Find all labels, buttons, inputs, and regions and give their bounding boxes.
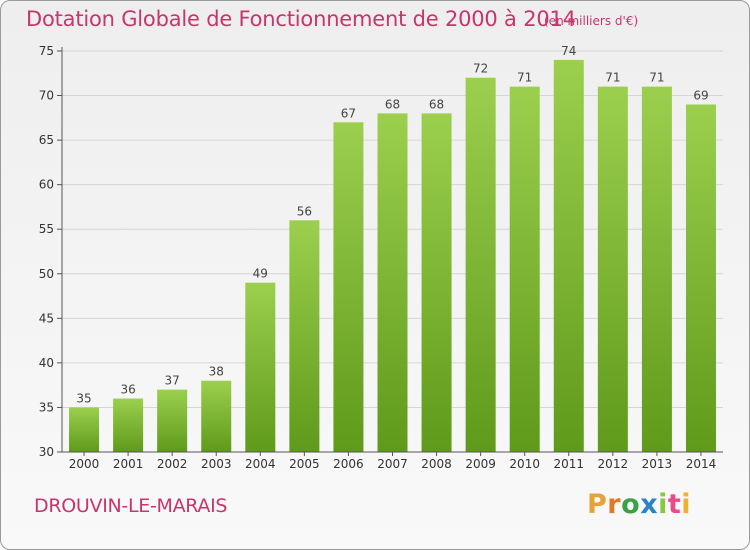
value-label-2004: 49 bbox=[253, 267, 268, 281]
bar-2002 bbox=[157, 389, 188, 452]
y-tick-label: 65 bbox=[39, 133, 54, 147]
commune-name: DROUVIN-LE-MARAIS bbox=[34, 495, 228, 517]
bar-2011 bbox=[553, 59, 584, 453]
value-label-2013: 71 bbox=[649, 71, 664, 85]
proxiti-logo: Proxiti bbox=[587, 489, 692, 520]
bar-2014 bbox=[685, 104, 716, 452]
x-tick-label-2003: 2003 bbox=[201, 457, 232, 471]
x-tick-label-2013: 2013 bbox=[642, 457, 673, 471]
x-tick-label-2007: 2007 bbox=[377, 457, 408, 471]
chart-title: Dotation Globale de Fonctionnement de 20… bbox=[26, 7, 576, 31]
chart-unit: (en milliers d'€) bbox=[544, 14, 639, 28]
value-label-2014: 69 bbox=[693, 88, 708, 102]
bar-2000 bbox=[69, 407, 100, 452]
x-tick-label-2009: 2009 bbox=[465, 457, 496, 471]
x-tick-label-2011: 2011 bbox=[553, 457, 584, 471]
value-label-2009: 72 bbox=[473, 62, 488, 76]
bar-2007 bbox=[377, 113, 408, 452]
y-tick-label: 60 bbox=[39, 178, 54, 192]
y-tick-label: 30 bbox=[39, 445, 54, 459]
value-label-2000: 35 bbox=[76, 391, 91, 405]
bar-2013 bbox=[641, 86, 672, 453]
y-tick-label: 35 bbox=[39, 400, 54, 414]
value-label-2010: 71 bbox=[517, 71, 532, 85]
y-tick-label: 75 bbox=[39, 44, 54, 58]
bar-2005 bbox=[289, 220, 320, 452]
bar-2012 bbox=[597, 86, 628, 453]
value-label-2012: 71 bbox=[605, 71, 620, 85]
y-tick-label: 50 bbox=[39, 267, 54, 281]
x-tick-label-2008: 2008 bbox=[421, 457, 452, 471]
x-tick-label-2014: 2014 bbox=[686, 457, 717, 471]
bar-2009 bbox=[465, 77, 496, 452]
value-label-2005: 56 bbox=[297, 204, 312, 218]
x-tick-label-2012: 2012 bbox=[598, 457, 629, 471]
value-label-2007: 68 bbox=[385, 97, 400, 111]
bar-2004 bbox=[245, 282, 276, 452]
x-tick-label-2006: 2006 bbox=[333, 457, 364, 471]
value-label-2008: 68 bbox=[429, 97, 444, 111]
bar-2006 bbox=[333, 122, 364, 453]
y-tick-label: 45 bbox=[39, 311, 54, 325]
x-tick-label-2005: 2005 bbox=[289, 457, 320, 471]
bar-2003 bbox=[201, 380, 232, 452]
y-tick-label: 55 bbox=[39, 222, 54, 236]
y-tick-label: 40 bbox=[39, 356, 54, 370]
value-label-2011: 74 bbox=[561, 44, 576, 58]
value-label-2003: 38 bbox=[209, 365, 224, 379]
x-tick-label-2010: 2010 bbox=[509, 457, 540, 471]
y-tick-label: 70 bbox=[39, 89, 54, 103]
x-tick-label-2001: 2001 bbox=[113, 457, 144, 471]
value-label-2006: 67 bbox=[341, 106, 356, 120]
bar-2010 bbox=[509, 86, 540, 453]
value-label-2002: 37 bbox=[165, 374, 180, 388]
x-tick-label-2004: 2004 bbox=[245, 457, 276, 471]
bar-2008 bbox=[421, 113, 452, 452]
x-tick-label-2002: 2002 bbox=[157, 457, 188, 471]
bar-2001 bbox=[113, 398, 144, 452]
value-label-2001: 36 bbox=[120, 383, 135, 397]
x-tick-label-2000: 2000 bbox=[69, 457, 100, 471]
